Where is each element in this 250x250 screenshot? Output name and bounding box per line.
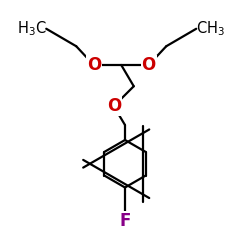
Text: $\mathsf{CH_3}$: $\mathsf{CH_3}$ (196, 20, 225, 38)
Text: O: O (142, 56, 156, 74)
Text: O: O (106, 97, 121, 115)
Text: $\mathsf{H_3C}$: $\mathsf{H_3C}$ (17, 20, 46, 38)
Text: F: F (119, 212, 131, 230)
Text: O: O (87, 56, 101, 74)
